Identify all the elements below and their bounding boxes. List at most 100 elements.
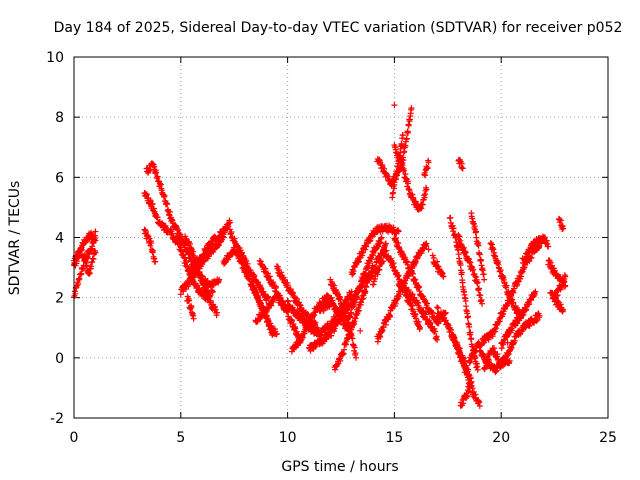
y-tick-label: 6 — [55, 170, 64, 186]
data-point — [405, 180, 412, 187]
data-point — [466, 323, 473, 330]
data-point — [462, 249, 469, 256]
data-point — [528, 297, 535, 304]
y-tick-label: 10 — [46, 50, 64, 66]
data-point — [507, 346, 514, 352]
data-point — [353, 294, 360, 301]
data-point — [490, 246, 497, 253]
data-point — [456, 233, 463, 240]
data-point — [357, 284, 364, 291]
data-point — [193, 270, 200, 277]
data-point — [292, 325, 299, 332]
data-point — [164, 201, 171, 207]
data-point — [181, 254, 188, 261]
data-point — [391, 181, 398, 188]
data-point — [199, 276, 206, 283]
data-point — [434, 258, 441, 265]
data-point — [473, 228, 479, 235]
data-point — [226, 219, 233, 226]
data-point — [553, 293, 560, 299]
data-point — [479, 300, 485, 307]
data-point — [348, 309, 355, 316]
data-points — [71, 102, 569, 409]
data-point — [273, 330, 280, 337]
data-point — [464, 392, 471, 399]
data-point — [447, 327, 454, 333]
data-point — [349, 335, 356, 342]
data-point — [92, 237, 99, 244]
data-point — [541, 234, 548, 241]
data-point — [284, 306, 291, 313]
data-point — [409, 270, 416, 277]
data-point — [459, 165, 466, 172]
data-point — [401, 167, 407, 174]
data-point — [398, 142, 405, 149]
data-point — [477, 292, 484, 299]
data-point — [408, 105, 415, 112]
data-point — [461, 244, 467, 251]
data-point — [190, 248, 197, 255]
data-point — [523, 306, 530, 313]
grid-lines — [74, 57, 608, 418]
data-point — [153, 169, 160, 176]
data-point — [424, 165, 431, 172]
data-point — [362, 288, 369, 295]
data-point — [498, 345, 505, 352]
y-tick-label: 0 — [55, 351, 64, 367]
data-point — [154, 214, 161, 221]
data-point — [382, 240, 389, 247]
data-point — [307, 317, 314, 324]
data-point — [220, 234, 227, 241]
data-point — [469, 352, 476, 359]
data-point — [391, 102, 398, 109]
data-point — [190, 315, 197, 322]
data-point — [257, 297, 263, 304]
data-point — [72, 290, 79, 297]
data-point — [425, 246, 432, 253]
data-point — [294, 295, 300, 302]
data-point — [489, 333, 496, 340]
data-point — [485, 357, 492, 363]
data-point — [161, 193, 168, 199]
data-point — [337, 357, 344, 364]
x-tick-label: 15 — [385, 430, 403, 446]
data-point — [560, 306, 567, 313]
data-point — [149, 201, 156, 208]
data-point — [468, 378, 475, 385]
data-point — [249, 279, 256, 285]
data-point — [508, 327, 515, 334]
data-point — [423, 240, 430, 247]
data-point — [92, 228, 99, 235]
data-point — [206, 294, 213, 301]
x-tick-label: 20 — [492, 430, 510, 446]
data-point — [167, 208, 173, 215]
y-tick-label: 8 — [55, 110, 64, 126]
data-point — [324, 292, 331, 299]
chart-title: Day 184 of 2025, Sidereal Day-to-day VTE… — [54, 20, 623, 36]
data-point — [526, 322, 533, 329]
tick-labels: 0 5 10 15 20 25 -2 0 2 4 6 8 10 — [46, 50, 617, 446]
data-point — [425, 159, 432, 166]
data-point — [536, 312, 543, 319]
data-point — [395, 228, 402, 235]
data-point — [275, 293, 282, 300]
data-point — [216, 276, 223, 283]
data-point — [399, 162, 406, 169]
data-point — [545, 243, 552, 250]
data-point — [492, 328, 498, 335]
data-point — [395, 239, 402, 246]
data-point — [353, 354, 359, 361]
data-point — [470, 266, 477, 273]
data-point — [186, 297, 193, 304]
data-point — [214, 309, 221, 316]
data-point — [481, 276, 488, 283]
data-point — [151, 163, 158, 170]
y-tick-label: 4 — [55, 231, 64, 247]
data-point — [383, 247, 390, 254]
data-point — [266, 273, 273, 280]
data-point — [462, 298, 469, 304]
data-point — [369, 272, 376, 279]
data-point — [417, 324, 423, 331]
data-point — [377, 334, 384, 340]
